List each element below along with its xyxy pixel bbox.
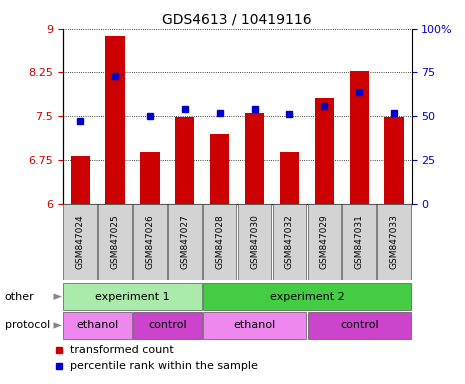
Text: GSM847024: GSM847024 <box>76 215 85 269</box>
Bar <box>280 152 299 204</box>
FancyBboxPatch shape <box>377 204 411 280</box>
Text: other: other <box>5 291 34 302</box>
Bar <box>245 113 264 204</box>
Bar <box>210 134 229 204</box>
Polygon shape <box>53 293 62 300</box>
FancyBboxPatch shape <box>203 283 411 310</box>
FancyBboxPatch shape <box>203 204 236 280</box>
Text: transformed count: transformed count <box>70 345 173 355</box>
Text: experiment 2: experiment 2 <box>270 291 344 302</box>
Text: GSM847032: GSM847032 <box>285 215 294 269</box>
Text: GSM847031: GSM847031 <box>355 215 364 269</box>
FancyBboxPatch shape <box>272 204 306 280</box>
FancyBboxPatch shape <box>238 204 271 280</box>
Bar <box>315 98 334 204</box>
FancyBboxPatch shape <box>63 312 132 339</box>
Text: GSM847028: GSM847028 <box>215 215 224 269</box>
Text: GSM847029: GSM847029 <box>320 215 329 269</box>
Text: experiment 1: experiment 1 <box>95 291 170 302</box>
Bar <box>71 156 90 204</box>
FancyBboxPatch shape <box>133 204 166 280</box>
Bar <box>385 118 404 204</box>
Polygon shape <box>53 322 62 329</box>
Title: GDS4613 / 10419116: GDS4613 / 10419116 <box>162 12 312 26</box>
FancyBboxPatch shape <box>63 204 97 280</box>
Text: ethanol: ethanol <box>233 320 276 331</box>
Text: control: control <box>340 320 379 331</box>
Text: control: control <box>148 320 187 331</box>
FancyBboxPatch shape <box>203 312 306 339</box>
Text: GSM847033: GSM847033 <box>390 215 399 269</box>
Text: GSM847027: GSM847027 <box>180 215 189 269</box>
Bar <box>140 152 159 204</box>
Text: GSM847025: GSM847025 <box>111 215 120 269</box>
FancyBboxPatch shape <box>99 204 132 280</box>
Text: percentile rank within the sample: percentile rank within the sample <box>70 361 258 371</box>
Bar <box>106 36 125 204</box>
Bar <box>175 118 194 204</box>
Text: protocol: protocol <box>5 320 50 331</box>
Text: GSM847026: GSM847026 <box>146 215 154 269</box>
Text: GSM847030: GSM847030 <box>250 215 259 269</box>
Text: ethanol: ethanol <box>77 320 119 331</box>
FancyBboxPatch shape <box>307 204 341 280</box>
Bar <box>350 71 369 204</box>
FancyBboxPatch shape <box>133 312 201 339</box>
FancyBboxPatch shape <box>63 283 201 310</box>
FancyBboxPatch shape <box>342 204 376 280</box>
FancyBboxPatch shape <box>307 312 411 339</box>
FancyBboxPatch shape <box>168 204 201 280</box>
